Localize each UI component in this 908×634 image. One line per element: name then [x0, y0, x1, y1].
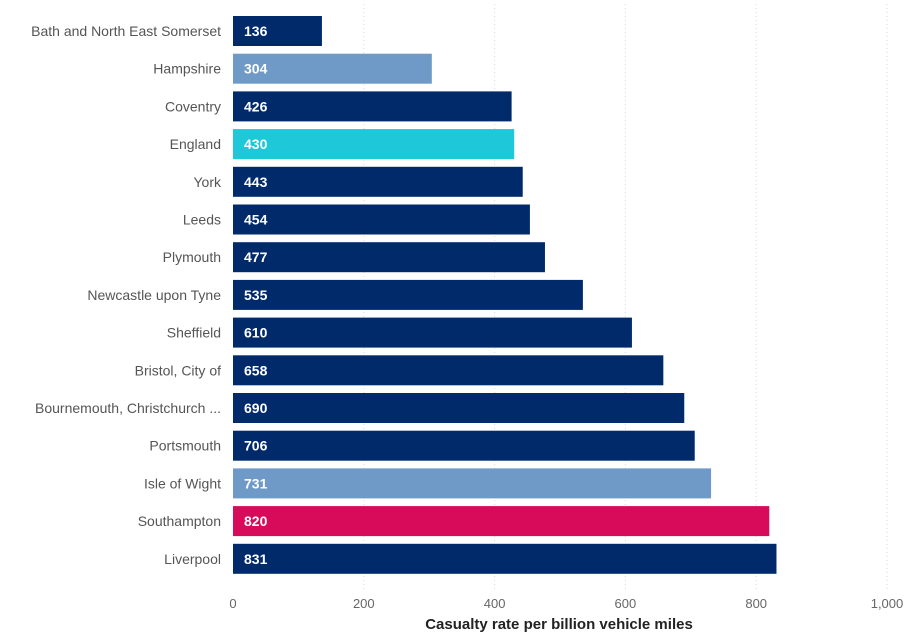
- bars: 136 304 426 430 443 454 477 535 610 658 690 706 731 8…: [233, 16, 777, 574]
- bar[interactable]: [233, 53, 432, 84]
- category-label: Plymouth: [163, 249, 221, 265]
- bar-value-label: 454: [244, 212, 268, 228]
- x-tick-label: 1,000: [871, 596, 904, 611]
- category-label: Sheffield: [167, 325, 221, 341]
- bar[interactable]: [233, 317, 632, 348]
- bar[interactable]: [233, 430, 695, 461]
- x-tick-label: 200: [353, 596, 375, 611]
- category-label: Isle of Wight: [144, 475, 221, 491]
- bar-value-label: 706: [244, 438, 268, 454]
- category-labels: Bath and North East Somerset Hampshire Cov…: [31, 23, 222, 567]
- x-tick-label: 600: [615, 596, 637, 611]
- bar-value-label: 304: [244, 61, 268, 77]
- bar-value-label: 535: [244, 287, 268, 303]
- category-label: Newcastle upon Tyne: [87, 287, 221, 303]
- bar-value-label: 426: [244, 98, 268, 114]
- category-label: York: [193, 174, 222, 190]
- category-label: Coventry: [165, 98, 221, 114]
- bar[interactable]: [233, 129, 515, 160]
- bar[interactable]: [233, 166, 523, 197]
- x-tick-labels: 0 200 400 600 800 1,000: [229, 596, 903, 611]
- bar-value-label: 430: [244, 136, 268, 152]
- x-tick-label: 800: [745, 596, 767, 611]
- bar[interactable]: [233, 506, 770, 537]
- bar-value-label: 477: [244, 249, 268, 265]
- bar-value-label: 731: [244, 475, 268, 491]
- bar[interactable]: [233, 91, 512, 122]
- category-label: Liverpool: [164, 551, 221, 567]
- category-label: Leeds: [183, 212, 221, 228]
- category-label: Bristol, City of: [135, 362, 221, 378]
- bar[interactable]: [233, 393, 685, 423]
- bar[interactable]: [233, 16, 322, 46]
- category-label: Hampshire: [153, 61, 221, 77]
- bar[interactable]: [233, 468, 712, 499]
- category-label: Southampton: [138, 513, 221, 529]
- category-label: Portsmouth: [149, 438, 221, 454]
- bar[interactable]: [233, 543, 777, 574]
- x-tick-label: 0: [229, 596, 236, 611]
- bar[interactable]: [233, 204, 530, 235]
- bar[interactable]: [233, 242, 545, 273]
- category-label: Bournemouth, Christchurch ...: [35, 400, 221, 416]
- bar-value-label: 443: [244, 174, 268, 190]
- category-label: England: [170, 136, 221, 152]
- bar-value-label: 690: [244, 400, 268, 416]
- category-label: Bath and North East Somerset: [31, 23, 221, 39]
- bar[interactable]: [233, 279, 583, 310]
- bar-value-label: 831: [244, 551, 268, 567]
- bar-value-label: 610: [244, 325, 268, 341]
- bar-value-label: 136: [244, 23, 268, 39]
- x-tick-label: 400: [484, 596, 506, 611]
- bar-value-label: 658: [244, 362, 268, 378]
- bar-value-label: 820: [244, 513, 268, 529]
- bar[interactable]: [233, 355, 664, 386]
- x-axis-title: Casualty rate per billion vehicle miles: [425, 616, 693, 633]
